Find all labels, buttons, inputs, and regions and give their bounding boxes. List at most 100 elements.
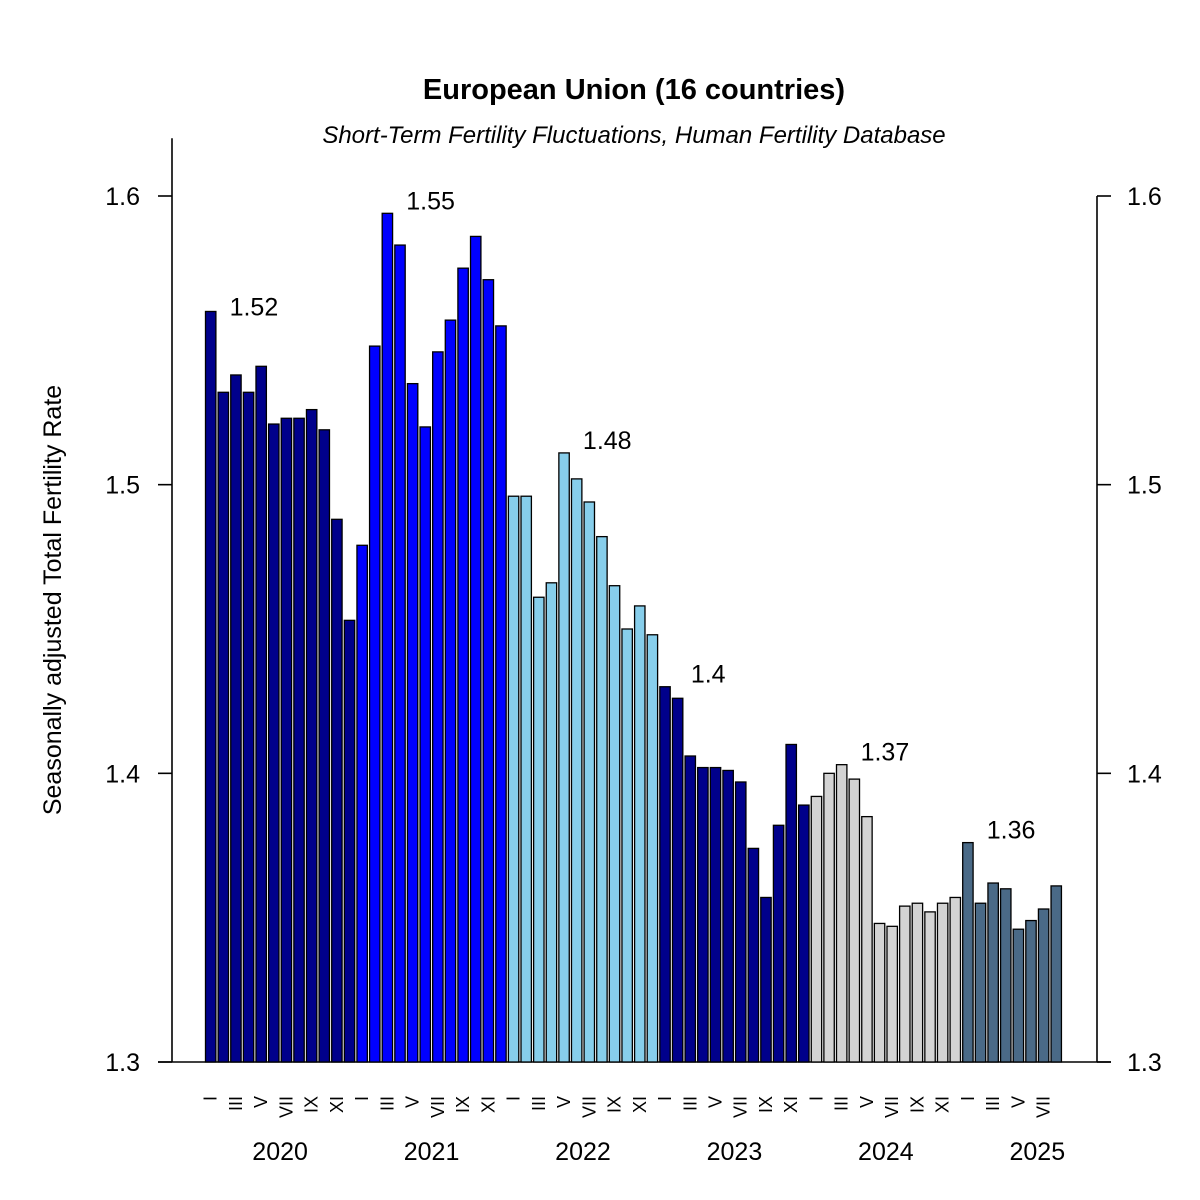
bar-2023-m9 — [760, 896, 772, 1063]
annual-tfr-2024: 1.37 — [861, 739, 910, 767]
bar-2020-m3 — [230, 374, 242, 1063]
bar-2020-m12 — [343, 619, 356, 1063]
bar-2024-m3 — [835, 764, 848, 1063]
bar-2023-m1 — [659, 686, 671, 1063]
month-tick-label: V — [554, 1096, 574, 1108]
month-tick-label: IX — [605, 1096, 625, 1113]
month-tick-label: VII — [731, 1096, 751, 1118]
annual-tfr-2023: 1.4 — [691, 661, 726, 689]
bar-2022-m6 — [570, 478, 583, 1063]
bar-2022-m12 — [646, 634, 659, 1063]
labels-layer: 1.3 1.31.4 1.41.5 1.51.6 1.6I III V VII IX XI2020… — [105, 183, 1162, 1166]
bar-2022-m5 — [558, 452, 570, 1063]
bar-2022-m4 — [545, 582, 558, 1063]
chart-title: European Union (16 countries) — [423, 74, 845, 106]
bar-2024-m5 — [861, 815, 873, 1063]
year-label-2021: 2021 — [404, 1138, 460, 1166]
month-tick-label: V — [251, 1096, 271, 1108]
bar-2021-m3 — [381, 212, 394, 1063]
bar-2025-m2 — [974, 902, 987, 1063]
bar-2024-m1 — [810, 795, 823, 1063]
month-tick-label: XI — [478, 1096, 498, 1113]
month-tick-label: I — [655, 1096, 675, 1101]
bar-2020-m10 — [318, 429, 331, 1063]
bar-2025-m7 — [1037, 908, 1050, 1063]
bar-2020-m11 — [331, 518, 343, 1063]
right-y-tick-label: 1.5 — [1127, 472, 1162, 500]
year-label-2025: 2025 — [1009, 1138, 1065, 1166]
bar-2024-m8 — [898, 905, 911, 1063]
bar-2021-m7 — [432, 351, 444, 1063]
annual-tfr-2022: 1.48 — [583, 427, 632, 455]
month-tick-label: V — [706, 1096, 726, 1108]
bar-2021-m12 — [495, 325, 507, 1063]
bar-2022-m11 — [633, 605, 646, 1063]
bar-2023-m5 — [709, 766, 722, 1063]
bar-2021-m11 — [482, 279, 495, 1063]
bar-2023-m11 — [785, 743, 798, 1063]
bar-2023-m7 — [734, 781, 747, 1063]
bar-2022-m2 — [520, 495, 533, 1063]
month-tick-label: III — [983, 1096, 1003, 1111]
bar-2020-m8 — [293, 417, 305, 1063]
annual-tfr-2020: 1.52 — [230, 293, 279, 321]
month-tick-label: XI — [327, 1096, 347, 1113]
right-y-tick-label: 1.4 — [1127, 760, 1162, 788]
year-label-2023: 2023 — [707, 1138, 763, 1166]
bar-2023-m6 — [722, 769, 734, 1063]
bar-2024-m10 — [924, 911, 936, 1063]
left-y-tick-label: 1.3 — [105, 1049, 140, 1077]
bar-2021-m9 — [457, 267, 469, 1063]
bar-2025-m6 — [1025, 919, 1037, 1063]
month-tick-label: V — [403, 1096, 423, 1108]
left-y-tick-label: 1.5 — [105, 472, 140, 500]
bar-2023-m4 — [697, 766, 709, 1063]
right-y-tick-label: 1.3 — [1127, 1049, 1162, 1077]
bars-layer — [204, 212, 1063, 1063]
month-tick-label: IX — [302, 1096, 322, 1113]
month-tick-label: V — [857, 1096, 877, 1108]
month-tick-label: VII — [882, 1096, 902, 1118]
annual-tfr-2025: 1.36 — [987, 817, 1036, 845]
month-tick-label: I — [504, 1096, 524, 1101]
month-tick-label: IX — [756, 1096, 776, 1113]
month-tick-label: XI — [933, 1096, 953, 1113]
month-tick-label: XI — [630, 1096, 650, 1113]
month-tick-label: IX — [453, 1096, 473, 1113]
left-y-tick-label: 1.6 — [105, 183, 140, 211]
month-tick-label: I — [806, 1096, 826, 1101]
bar-2020-m9 — [305, 408, 318, 1063]
bar-2020-m4 — [242, 391, 255, 1063]
month-tick-label: VII — [276, 1096, 296, 1118]
bar-2021-m4 — [394, 244, 406, 1063]
month-tick-label: VII — [1034, 1096, 1054, 1118]
annual-tfr-2021: 1.55 — [406, 187, 455, 215]
right-y-tick-label: 1.6 — [1127, 183, 1162, 211]
bar-2023-m3 — [684, 755, 697, 1063]
bar-2024-m2 — [823, 772, 835, 1063]
bar-2021-m5 — [406, 382, 419, 1063]
bar-2021-m6 — [419, 426, 432, 1063]
bar-2025-m3 — [987, 882, 999, 1063]
bar-2021-m8 — [444, 319, 457, 1063]
bar-2024-m6 — [873, 922, 886, 1063]
month-tick-label: I — [201, 1096, 221, 1101]
bar-2022-m1 — [507, 495, 520, 1063]
bar-2024-m9 — [911, 902, 924, 1063]
bar-2020-m6 — [267, 423, 280, 1063]
bar-2024-m12 — [949, 896, 962, 1063]
bar-2025-m5 — [1012, 928, 1025, 1063]
month-tick-label: V — [1008, 1096, 1028, 1108]
bar-2024-m4 — [848, 778, 861, 1063]
month-tick-label: I — [352, 1096, 372, 1101]
bar-2020-m5 — [255, 365, 268, 1063]
bar-2021-m10 — [469, 235, 482, 1063]
bar-2020-m1 — [204, 310, 217, 1063]
month-tick-label: IX — [907, 1096, 927, 1113]
bar-2024-m7 — [886, 925, 899, 1063]
month-tick-label: III — [226, 1096, 246, 1111]
year-label-2022: 2022 — [555, 1138, 611, 1166]
bar-2024-m11 — [936, 902, 949, 1063]
bar-2022-m10 — [621, 628, 634, 1063]
